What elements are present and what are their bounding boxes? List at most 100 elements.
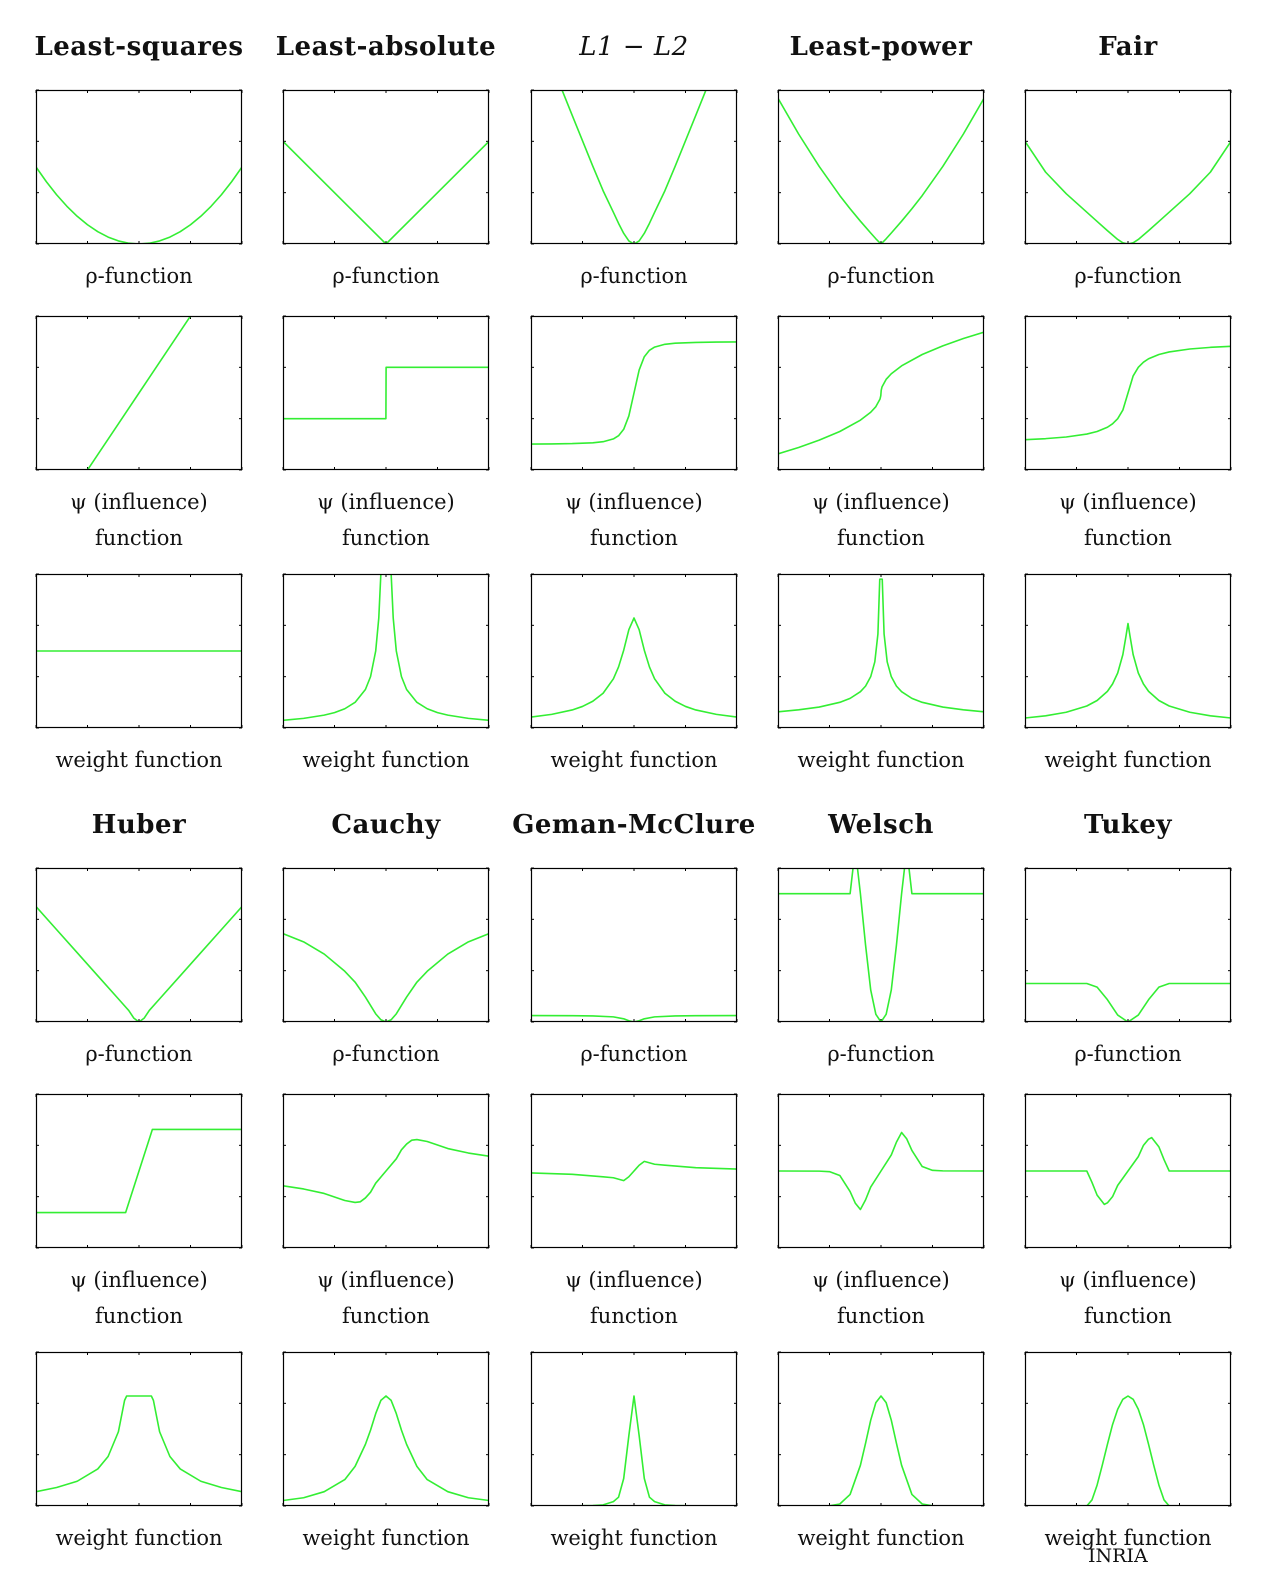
plot-frame [1024, 1351, 1232, 1507]
plot-canvas [282, 867, 490, 1023]
plot-panel [35, 1093, 243, 1249]
plot-canvas [530, 1093, 738, 1249]
series-line [561, 90, 707, 244]
axis-ticks [777, 573, 985, 729]
plot-canvas [777, 1351, 985, 1507]
series-line [36, 166, 242, 244]
plot-panel [35, 573, 243, 729]
plot-canvas [35, 315, 243, 471]
plot-panel [530, 1093, 738, 1249]
series-line [283, 574, 489, 722]
plot-frame [530, 1351, 738, 1507]
footer-label: INRIA [1088, 1545, 1148, 1567]
axis-ticks [1024, 573, 1232, 729]
estimator-title: Cauchy [331, 810, 441, 840]
plot-frame [35, 315, 243, 471]
panel-caption: ρ-function [580, 264, 688, 288]
axis-ticks [282, 867, 490, 1023]
plot-frame [530, 1093, 738, 1249]
plot-panel [35, 867, 243, 1023]
estimator-title: Least-absolute [275, 32, 497, 62]
axis-ticks [35, 867, 243, 1023]
panel-caption: weight function [1044, 1526, 1212, 1550]
plot-panel [282, 1093, 490, 1249]
plot-frame [530, 89, 738, 245]
plot-frame [282, 1093, 490, 1249]
series-line [36, 905, 242, 1022]
plot-canvas [1024, 1351, 1232, 1507]
plot-panel [777, 1093, 985, 1249]
plot-frame [777, 89, 985, 245]
plot-frame [35, 573, 243, 729]
axis-ticks [530, 89, 738, 245]
plot-canvas [35, 867, 243, 1023]
series-line [778, 1395, 984, 1506]
plot-frame [777, 867, 985, 1023]
plot-panel [1024, 1351, 1232, 1507]
estimator-title: Least-squares [34, 32, 244, 62]
plot-canvas [35, 573, 243, 729]
axis-ticks [282, 573, 490, 729]
series-line [778, 331, 984, 455]
plot-panel [35, 1351, 243, 1507]
estimator-title: Welsch [828, 810, 934, 840]
series-line [778, 578, 984, 713]
series-line [778, 868, 984, 1022]
series-line [1025, 345, 1231, 441]
axis-ticks [530, 573, 738, 729]
plot-panel [530, 89, 738, 245]
panel-caption: ρ-function [580, 1042, 688, 1066]
axis-ticks [777, 1351, 985, 1507]
plot-panel [777, 573, 985, 729]
panel-caption: weight function [302, 1526, 470, 1550]
panel-caption: ψ (influence) function [565, 1268, 703, 1328]
plot-frame [1024, 867, 1232, 1023]
panel-caption: ρ-function [85, 1042, 193, 1066]
estimator-title: Fair [1098, 32, 1158, 62]
panel-caption: weight function [55, 748, 223, 772]
panel-caption: weight function [797, 748, 965, 772]
panel-caption: ρ-function [332, 1042, 440, 1066]
panel-caption: ρ-function [85, 264, 193, 288]
axis-ticks [777, 867, 985, 1023]
plot-panel [1024, 1093, 1232, 1249]
plot-frame [530, 867, 738, 1023]
series-line [778, 1131, 984, 1211]
estimator-title: L1 − L2 [579, 32, 689, 62]
series-line [1025, 622, 1231, 719]
series-line [531, 1395, 737, 1506]
plot-canvas [1024, 573, 1232, 729]
plot-panel [282, 867, 490, 1023]
series-line [531, 1160, 737, 1182]
series-line [283, 1138, 489, 1204]
axis-ticks [777, 89, 985, 245]
plot-frame [282, 315, 490, 471]
plot-canvas [530, 1351, 738, 1507]
plot-canvas [35, 1351, 243, 1507]
plot-canvas [282, 1351, 490, 1507]
estimator-title: Tukey [1083, 810, 1173, 840]
plot-frame [1024, 1093, 1232, 1249]
plot-panel [530, 867, 738, 1023]
series-line [283, 932, 489, 1022]
plot-panel [35, 315, 243, 471]
plot-frame [777, 1093, 985, 1249]
plot-frame [35, 1351, 243, 1507]
plot-frame [1024, 573, 1232, 729]
panel-caption: weight function [1044, 748, 1212, 772]
panel-caption: ρ-function [332, 264, 440, 288]
axis-ticks [35, 89, 243, 245]
plot-canvas [530, 573, 738, 729]
plot-frame [282, 89, 490, 245]
plot-canvas [1024, 1093, 1232, 1249]
panel-caption: weight function [302, 748, 470, 772]
panel-caption: ψ (influence) function [317, 490, 455, 550]
axis-ticks [530, 867, 738, 1023]
axis-ticks [1024, 89, 1232, 245]
plot-frame [777, 315, 985, 471]
plot-panel [777, 867, 985, 1023]
plot-panel [530, 573, 738, 729]
plot-panel [282, 89, 490, 245]
axis-ticks [1024, 867, 1232, 1023]
